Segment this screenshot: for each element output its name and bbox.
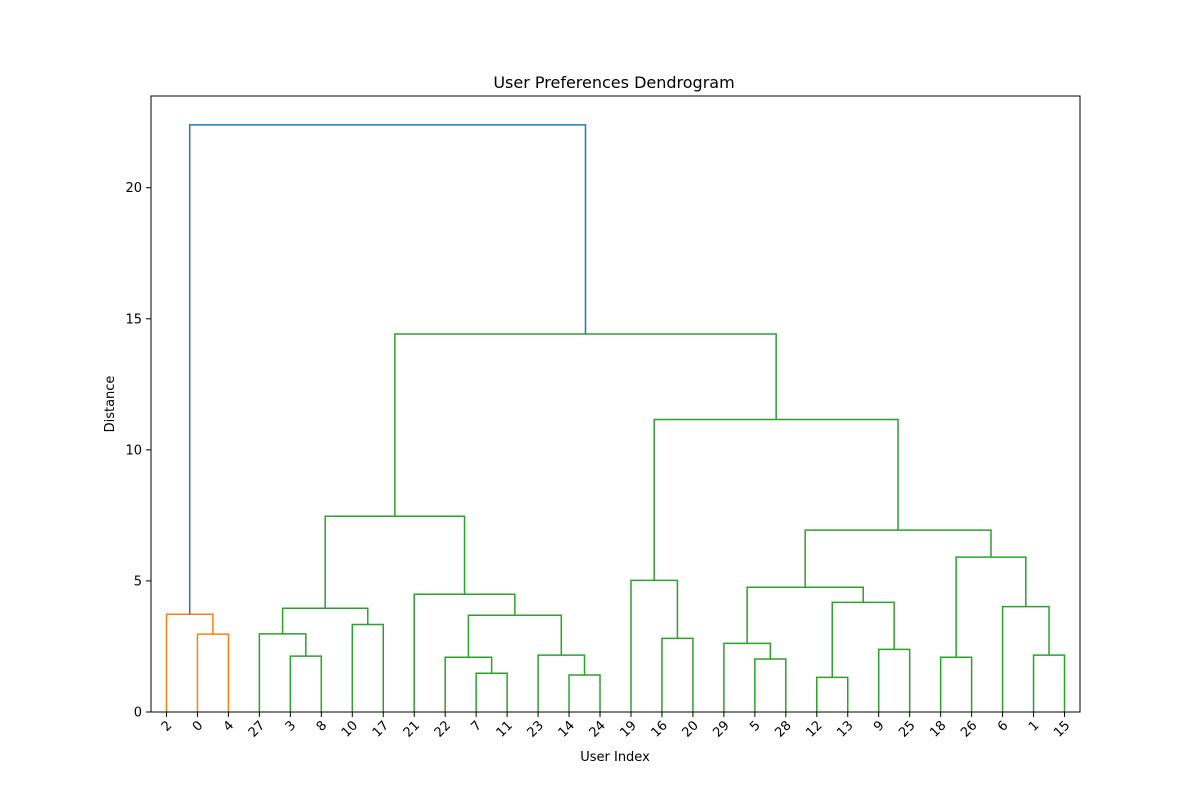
x-tick-label: 10: [339, 718, 361, 740]
dendrogram-link: [165, 613, 214, 712]
dendrogram-link: [413, 593, 516, 712]
dendrogram-link: [467, 614, 563, 658]
x-axis-title: User Index: [580, 750, 650, 765]
dendrogram-link: [816, 676, 849, 712]
x-tick-label: 15: [1051, 718, 1073, 740]
dendrogram-link: [394, 333, 777, 517]
y-axis: 0 5 10 15 20: [125, 181, 151, 721]
dendrogram-link: [281, 607, 369, 634]
x-tick-label: 19: [618, 718, 640, 740]
dendrogram-links: [165, 124, 1066, 712]
y-axis-title: Distance: [103, 376, 118, 433]
dendrogram-link: [324, 515, 466, 609]
dendrogram-link: [804, 529, 992, 588]
x-tick-label: 26: [958, 718, 980, 740]
x-tick-label: 22: [432, 718, 454, 740]
x-tick-label: 20: [679, 718, 701, 740]
y-tick-label: 5: [134, 574, 142, 589]
x-tick-label: 9: [871, 718, 887, 734]
x-tick-label: 5: [747, 718, 763, 734]
dendrogram-link: [955, 556, 1027, 658]
dendrogram-link: [877, 648, 911, 712]
x-tick-label: 18: [927, 718, 949, 740]
y-tick-label: 10: [125, 443, 142, 458]
dendrogram-link: [661, 637, 694, 712]
x-tick-label: 3: [283, 718, 299, 734]
dendrogram-link: [831, 601, 895, 678]
dendrogram-link: [653, 418, 899, 581]
dendrogram-link: [723, 642, 772, 712]
dendrogram-link: [289, 655, 323, 712]
dendrogram-link: [1001, 605, 1050, 712]
y-tick-label: 0: [134, 706, 142, 721]
dendrogram-link: [196, 633, 230, 712]
x-tick-label: 4: [221, 718, 237, 734]
chart-title: User Preferences Dendrogram: [493, 73, 734, 92]
x-axis: 2 0 4 27 3 8 10 17 21 22 7 11 23 14 24 19 16 20 29 5 28 12 13 9…: [159, 712, 1073, 741]
y-tick-label: 15: [125, 312, 142, 327]
x-tick-label: 23: [525, 718, 547, 740]
plot-frame: [150, 95, 1081, 713]
dendrogram-link: [1032, 654, 1066, 712]
dendrogram-link: [568, 674, 601, 712]
x-tick-label: 8: [314, 718, 330, 734]
x-tick-label: 27: [246, 718, 268, 740]
x-tick-label: 28: [772, 718, 794, 740]
dendrogram-link: [444, 656, 493, 712]
x-tick-label: 7: [469, 718, 485, 734]
x-tick-label: 14: [556, 718, 578, 740]
x-tick-label: 13: [834, 718, 856, 740]
dendrogram-link: [188, 124, 587, 615]
dendrogram-link: [939, 656, 973, 712]
x-tick-label: 29: [710, 718, 732, 740]
dendrogram-link: [746, 586, 864, 644]
x-tick-label: 0: [190, 718, 206, 734]
dendrogram-link: [258, 633, 307, 712]
x-tick-label: 21: [401, 718, 423, 740]
dendrogram-link: [754, 658, 787, 712]
x-tick-label: 1: [1026, 718, 1042, 734]
x-tick-label: 24: [587, 718, 609, 740]
x-tick-label: 6: [995, 718, 1011, 734]
y-tick-label: 20: [125, 181, 142, 196]
x-tick-label: 16: [648, 718, 670, 740]
dendrogram-link: [351, 623, 384, 712]
x-tick-label: 12: [803, 718, 825, 740]
dendrogram-link: [630, 579, 679, 712]
x-tick-label: 17: [370, 718, 392, 740]
dendrogram-link: [475, 672, 508, 712]
dendrogram-link: [537, 654, 586, 712]
x-tick-label: 25: [896, 718, 918, 740]
x-tick-label: 11: [494, 718, 516, 740]
x-tick-label: 2: [159, 718, 175, 734]
